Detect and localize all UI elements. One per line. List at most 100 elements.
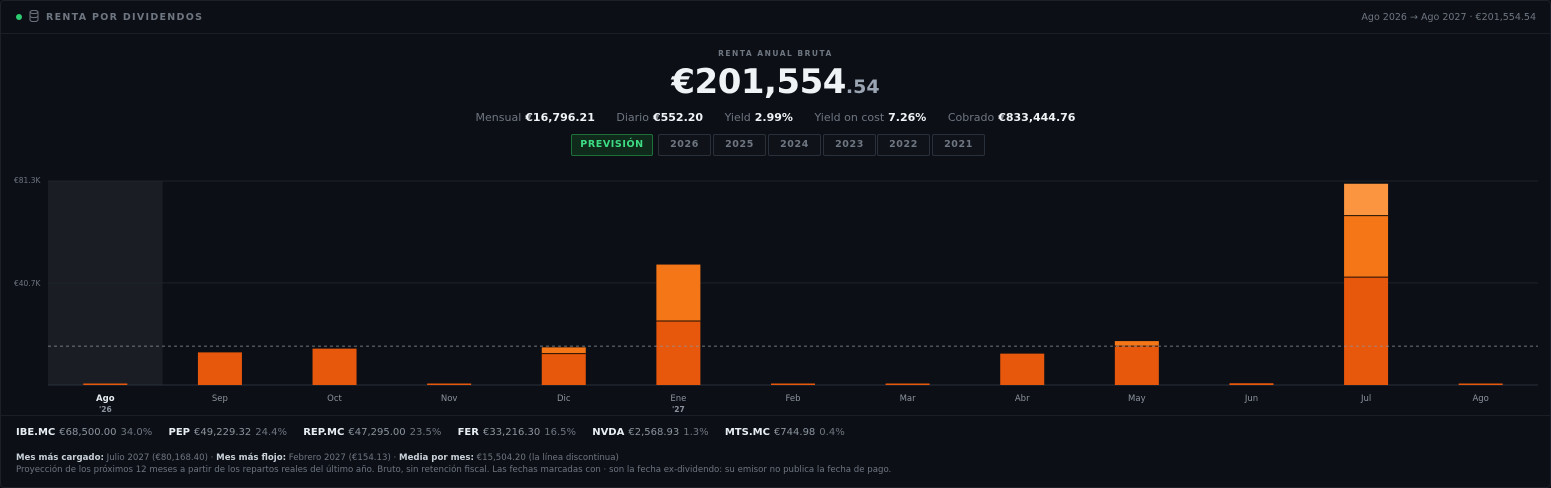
annual-income-label: RENTA ANUAL BRUTA [718,49,833,58]
date-range: Ago 2026 → Ago 2027 · €201,554.54 [1361,12,1536,23]
legend-item: NVDA €2,568.93 1.3% [592,427,708,438]
bar-segment [1344,215,1389,278]
legend-ticker: NVDA [592,427,625,438]
tab-2021[interactable]: 2021 [932,134,985,156]
legend-pct: 0.4% [819,427,845,438]
stat-label: Yield [724,111,751,124]
bar-segment [885,383,930,385]
legend-pct: 16.5% [544,427,577,438]
legend-item: REP.MC €47,295.00 23.5% [303,427,441,438]
x-tick-label: Ago [96,394,115,404]
tab-2022[interactable]: 2022 [877,134,930,156]
average-value: €15,504.20 (la línea discontinua) [476,453,619,463]
weakest-label: Mes más flojo: [216,453,287,463]
bar-segment [1344,183,1389,216]
x-tick-label: Jun [1244,394,1258,404]
x-tick-label: Jul [1360,394,1371,404]
divider [1,415,1550,416]
bar-segment [312,348,357,385]
x-tick-label: Feb [785,394,800,404]
tab-2026[interactable]: 2026 [658,134,711,156]
x-tick-label: May [1128,394,1146,404]
database-icon [29,10,39,22]
bar-segment [656,264,701,322]
bar-segment [1344,277,1389,385]
tab-2025[interactable]: 2025 [713,134,766,156]
notes-footnote: Proyección de los próximos 12 meses a pa… [16,465,892,475]
y-tick-label: €40.7K [14,279,41,288]
monthly-dividend-chart: €81.3K €40.7K Ago '26 Sep Oct Nov Dic Ene '27 Fe… [1,171,1550,415]
legend-ticker: MTS.MC [724,427,770,438]
tab-2023[interactable]: 2023 [823,134,876,156]
bar-segment [1114,341,1159,347]
legend-amount: €2,568.93 [628,427,680,438]
stat-label: Yield on cost [814,111,885,124]
legend-ticker: PEP [168,427,191,438]
notes-summary: Mes más cargado: Julio 2027 (€80,168.40)… [16,452,891,464]
legend-ticker: FER [457,427,479,438]
stat-collected: Cobrado €833,444.76 [948,111,1076,124]
stats-row: Mensual €16,796.21 Diario €552.20 Yield 2.9… [1,111,1550,124]
legend-pct: 23.5% [409,427,442,438]
stat-value: €16,796.21 [525,111,595,124]
legend-amount: €49,229.32 [194,427,252,438]
x-tick-label: Abr [1015,394,1030,404]
bar-segment [1458,383,1503,385]
annual-total: €201,554.54 [1,62,1550,102]
stat-label: Diario [616,111,649,124]
stat-value: €833,444.76 [998,111,1076,124]
legend-pct: 1.3% [683,427,709,438]
stat-value: €552.20 [652,111,704,124]
weakest-value: Febrero 2027 (€154.13) [288,453,391,463]
bar-segment [656,321,701,385]
stat-label: Mensual [475,111,522,124]
x-tick-label: Oct [327,394,342,404]
legend-amount: €33,216.30 [482,427,541,438]
stat-value: 2.99% [754,111,793,124]
stat-yield-on-cost: Yield on cost 7.26% [814,111,926,124]
annual-total-main: €201,554 [671,62,846,102]
tab-forecast[interactable]: PREVISIÓN [571,134,653,156]
legend-pct: 34.0% [120,427,153,438]
legend-item: FER €33,216.30 16.5% [458,427,576,438]
legend-item: PEP €49,229.32 24.4% [169,427,288,438]
bar-segment [771,383,815,385]
chart-notes: Mes más cargado: Julio 2027 (€80,168.40)… [16,452,891,476]
bar-segment [427,383,472,385]
x-tick-label: Ago [1472,394,1488,404]
annual-total-cents: .54 [845,76,880,98]
legend-amount: €744.98 [773,427,816,438]
legend-ticker: REP.MC [303,427,345,438]
tab-2024[interactable]: 2024 [768,134,821,156]
average-label: Media por mes: [399,453,474,463]
stat-label: Cobrado [947,111,995,124]
bar-segment [83,383,128,385]
legend-ticker: IBE.MC [16,427,56,438]
bar-segment [541,347,586,354]
legend-pct: 24.4% [255,427,288,438]
status-dot [16,14,22,20]
stat-daily: Diario €552.20 [616,111,703,124]
x-tick-label: Nov [441,394,458,404]
bar-segment [1229,383,1274,385]
separator: · [207,453,217,463]
x-tick-label: Mar [900,394,917,404]
stat-yield: Yield 2.99% [725,111,793,124]
legend-item: MTS.MC €744.98 0.4% [725,427,845,438]
busiest-label: Mes más cargado: [16,453,104,463]
panel-header: RENTA POR DIVIDENDOS Ago 2026 → Ago 2027… [1,1,1550,34]
ticker-legend: IBE.MC €68,500.00 34.0% PEP €49,229.32 24.4%… [16,427,858,438]
y-tick-label: €81.3K [14,176,41,185]
x-tick-label: Dic [557,394,571,404]
bar-segment [1114,346,1159,385]
legend-amount: €68,500.00 [59,427,117,438]
stat-monthly: Mensual €16,796.21 [476,111,595,124]
separator: · [390,453,400,463]
x-tick-year: '27 [672,405,685,414]
bar-segment [1000,353,1045,385]
bar-segment [197,352,242,385]
x-tick-year: '26 [99,405,112,414]
legend-item: IBE.MC €68,500.00 34.0% [16,427,152,438]
